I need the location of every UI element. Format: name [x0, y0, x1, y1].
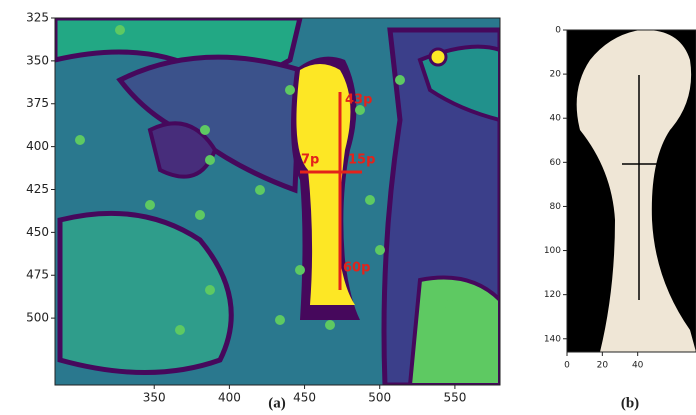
y-tick-label: 0: [555, 26, 561, 36]
y-tick-label: 40: [550, 114, 562, 124]
x-tick-label: 400: [218, 391, 241, 405]
y-tick-label: 100: [544, 246, 561, 256]
x-tick-label: 550: [443, 391, 466, 405]
x-tick-label: 0: [564, 361, 570, 371]
x-tick-label: 500: [368, 391, 391, 405]
y-tick-label: 450: [26, 225, 49, 239]
panel-label: (b): [621, 395, 639, 411]
y-tick-label: 425: [26, 182, 49, 196]
x-tick-label: 20: [597, 361, 609, 371]
panel-label: (a): [268, 395, 286, 411]
y-tick-label: 120: [544, 290, 561, 300]
annotation: 15p: [348, 153, 375, 168]
bone-image: [567, 30, 696, 352]
y-tick-label: 500: [26, 311, 49, 325]
segmentation-image: [55, 18, 500, 385]
y-tick-label: 140: [544, 334, 561, 344]
y-tick-label: 20: [550, 70, 562, 80]
annotation: 43p: [345, 93, 372, 108]
y-tick-label: 400: [26, 139, 49, 153]
y-tick-label: 350: [26, 53, 49, 67]
y-tick-label: 60: [550, 158, 562, 168]
figure: 43p 7p 15p 60p (a) (b) 35040045050055032…: [0, 0, 696, 415]
y-tick-label: 475: [26, 268, 49, 282]
x-tick-label: 350: [143, 391, 166, 405]
y-tick-label: 325: [26, 11, 49, 25]
x-tick-label: 450: [293, 391, 316, 405]
annotation: 7p: [301, 153, 319, 168]
x-tick-label: 40: [632, 361, 644, 371]
y-tick-label: 375: [26, 96, 49, 110]
y-tick-label: 80: [550, 202, 562, 212]
annotation: 60p: [343, 261, 370, 276]
